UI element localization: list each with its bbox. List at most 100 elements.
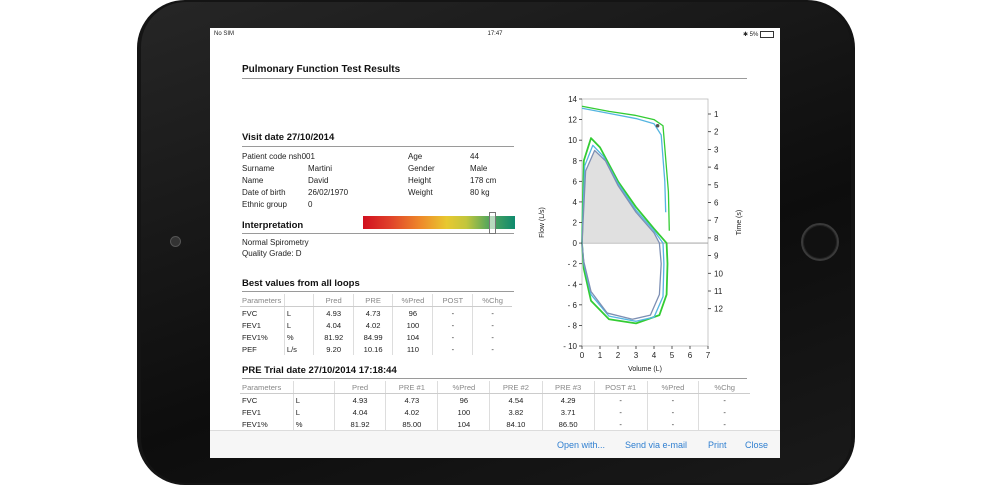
y-tick-label: 0 — [573, 239, 578, 248]
trial-table: Parameters Pred PRE #1 %Pred PRE #2 PRE #3 POS… — [240, 381, 750, 430]
patient-code: Patient code nsh001 — [242, 152, 315, 161]
table-cell: - — [432, 343, 474, 355]
page-title: Pulmonary Function Test Results — [242, 64, 401, 75]
series-line-4 — [581, 105, 670, 231]
table-cell: PRE #1 — [385, 381, 439, 394]
table-cell: Pred — [313, 294, 354, 307]
interpretation-scale — [363, 216, 515, 229]
table-cell: %Pred — [437, 381, 491, 394]
table-cell: 85.00 — [385, 418, 439, 430]
x-tick-label: 6 — [688, 351, 693, 360]
home-button[interactable] — [801, 223, 839, 261]
y-tick-label: - 4 — [568, 280, 578, 289]
data-point — [655, 123, 660, 128]
table-cell: 4.73 — [385, 393, 439, 406]
table-cell: POST — [432, 294, 474, 307]
table-cell: 9.20 — [313, 343, 354, 355]
camera-icon — [170, 236, 181, 247]
table-cell: 110 — [392, 343, 434, 355]
series-line-3 — [581, 149, 662, 320]
table-cell: - — [491, 344, 494, 354]
table-cell: 10.16 — [353, 343, 394, 355]
surname-label: Surname — [242, 164, 275, 173]
table-cell: PRE #2 — [489, 381, 543, 394]
ethnic-label: Ethnic group — [242, 200, 287, 209]
y-tick-label: - 10 — [563, 342, 577, 351]
table-cell: 4.04 — [334, 406, 387, 418]
table-cell: - — [594, 393, 648, 406]
x-tick-label: 3 — [634, 351, 639, 360]
table-cell: 4.02 — [385, 406, 439, 418]
y-tick-label: 4 — [573, 198, 578, 207]
y-tick-label: - 6 — [568, 301, 578, 310]
table-cell: - — [491, 308, 494, 318]
y-tick-label: 6 — [573, 177, 578, 186]
table-cell: %Pred — [392, 294, 434, 307]
table-cell: Pred — [334, 381, 387, 394]
table-cell: 81.92 — [313, 331, 354, 343]
table-cell: 81.92 — [334, 418, 387, 430]
table-cell: FEV1 — [240, 406, 294, 418]
table-cell: 4.93 — [313, 306, 354, 319]
table-cell: 3.82 — [489, 406, 543, 418]
x-tick-label: 7 — [706, 351, 711, 360]
table-cell: L — [284, 306, 315, 319]
fev-area — [582, 150, 660, 244]
dob-label: Date of birth — [242, 188, 286, 197]
open-with-button[interactable]: Open with... — [557, 440, 606, 450]
height-value: 178 cm — [470, 176, 497, 185]
table-row: FVC L 4.93 4.73 96 4.54 4.29- - - — [240, 393, 750, 406]
gender-value: Male — [470, 164, 488, 173]
table-header-row: Parameters Pred PRE %Pred POST %Chg — [240, 294, 512, 307]
height-label: Height — [408, 176, 432, 185]
send-email-button[interactable]: Send via e-mail — [625, 440, 688, 450]
age-label: Age — [408, 152, 423, 161]
best-values-heading: Best values from all loops — [242, 278, 360, 289]
series-line-1 — [581, 137, 669, 325]
visit-heading: Visit date 27/10/2014 — [242, 132, 335, 143]
table-cell: PRE — [353, 294, 394, 307]
dob-value: 26/02/1970 — [308, 188, 349, 197]
table-cell — [293, 381, 335, 394]
table-cell: FEV1% — [240, 331, 285, 343]
y2-tick-label: 3 — [714, 145, 719, 154]
weight-value: 80 kg — [470, 188, 490, 197]
table-cell: L — [284, 319, 315, 331]
table-row: FEV1%% 81.92 84.99 104- - — [240, 331, 512, 343]
y-tick-label: 8 — [573, 157, 578, 166]
weight-label: Weight — [408, 188, 433, 197]
table-cell: 104 — [392, 331, 434, 343]
table-cell: % — [293, 418, 335, 430]
table-cell: FEV1 — [240, 319, 285, 331]
status-bar: No SIM 17:47 ✱ 5% — [210, 28, 780, 42]
table-row: FVC L 4.93 4.73 96- - — [240, 306, 512, 319]
surname-value: Martini — [308, 164, 333, 173]
table-cell: - — [432, 306, 474, 319]
table-cell: 96 — [437, 393, 491, 406]
interpretation-result: Normal Spirometry — [242, 238, 309, 247]
table-cell: 4.02 — [353, 319, 394, 331]
divider — [242, 378, 747, 379]
table-cell: - — [647, 393, 700, 406]
y2-tick-label: 8 — [714, 234, 719, 243]
close-button[interactable]: Close — [745, 440, 769, 450]
print-button[interactable]: Print — [708, 440, 727, 450]
table-cell: - — [647, 418, 700, 430]
battery-indicator: ✱ 5% — [743, 31, 774, 38]
table-cell: 4.54 — [489, 393, 543, 406]
y-tick-label: 14 — [568, 95, 577, 104]
divider — [242, 146, 514, 147]
y2-tick-label: 7 — [714, 216, 719, 225]
x-tick-label: 0 — [580, 351, 585, 360]
y2-tick-label: 2 — [714, 128, 719, 137]
series-line-2 — [581, 144, 665, 322]
table-cell: PRE #3 — [542, 381, 595, 394]
table-cell: 100 — [392, 319, 434, 331]
y2-tick-label: 6 — [714, 199, 719, 208]
table-cell: - — [723, 419, 726, 429]
table-cell: - — [491, 320, 494, 330]
table-header-row: Parameters Pred PRE #1 %Pred PRE #2 PRE #3 POS… — [240, 381, 750, 394]
table-cell: %Chg — [698, 381, 750, 394]
gender-label: Gender — [408, 164, 435, 173]
